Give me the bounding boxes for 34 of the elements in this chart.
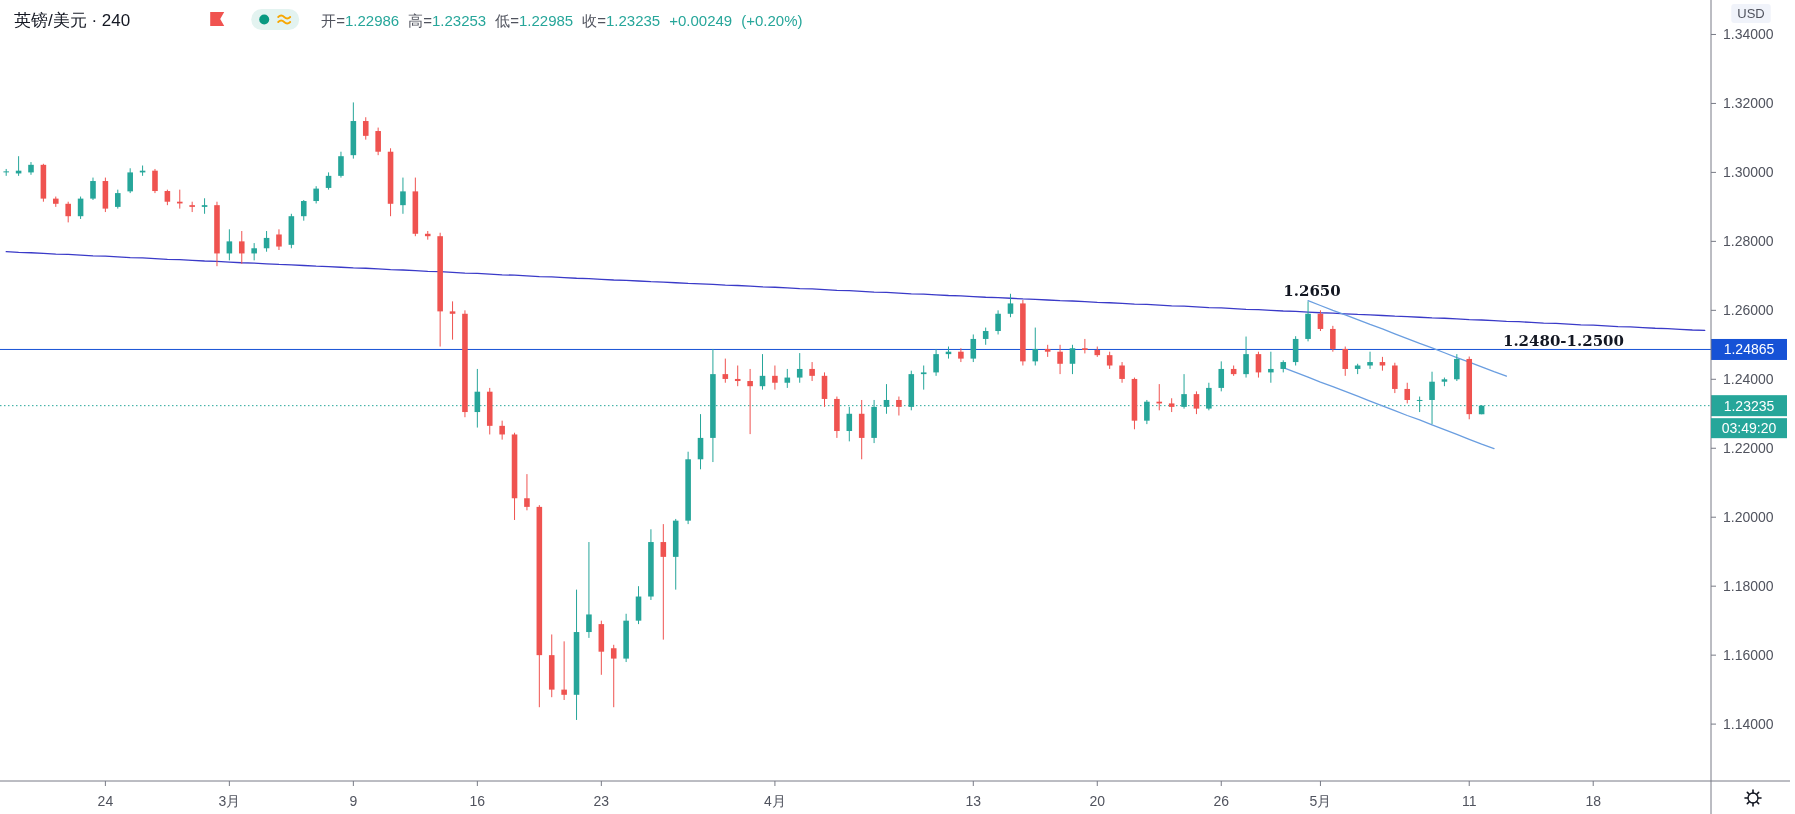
- y-tick-label: 1.28000: [1723, 233, 1774, 250]
- y-tick-label: 1.16000: [1723, 647, 1774, 664]
- x-tick-label: 18: [1585, 793, 1602, 809]
- y-tick-label: 1.14000: [1723, 716, 1774, 733]
- x-tick-label: 24: [97, 793, 114, 809]
- countdown: 03:49:20: [1711, 418, 1787, 439]
- price-label: 1.23235: [1711, 395, 1787, 417]
- x-tick-label: 23: [593, 793, 610, 809]
- x-tick-label: 16: [469, 793, 486, 809]
- text: 开=1.22986 高=1.23253 低=1.22985 收=1.23235 +0.00249 (+0.20%): [321, 12, 803, 29]
- line-series: [5, 251, 1706, 331]
- x-tick-label: 26: [1213, 793, 1230, 809]
- y-tick-label: 1.20000: [1723, 509, 1774, 526]
- y-tick-label: 1.18000: [1723, 578, 1774, 595]
- y-tick-label: 1.32000: [1723, 95, 1774, 112]
- y-tick-label: 1.34000: [1723, 26, 1774, 43]
- x-tick-label: 3月: [218, 793, 241, 809]
- y-tick-label: 1.30000: [1723, 164, 1774, 181]
- ref-line-label: 1.23235: [1723, 397, 1775, 414]
- text: 英镑/美元 · 240: [14, 11, 131, 30]
- ylabel: USD: [1731, 4, 1771, 23]
- y-tick-label: 1.22000: [1723, 440, 1774, 457]
- y-tick-label: 1.24000: [1723, 371, 1774, 388]
- y-axis-title: USD: [1737, 6, 1765, 21]
- y-tick-label: 1.26000: [1723, 302, 1774, 319]
- x-tick-label: 9: [349, 793, 358, 809]
- x-tick-label: 20: [1089, 793, 1106, 809]
- x-tick-label: 11: [1461, 793, 1477, 809]
- x-tick-label: 13: [965, 793, 982, 809]
- ref-line-label: 1.24865: [1723, 341, 1775, 358]
- x-tick-label: 4月: [764, 793, 786, 809]
- annotation: 1.2480-1.2500: [1502, 332, 1624, 351]
- x-tick-label: 5月: [1309, 793, 1332, 809]
- series-label: 1.2650: [1283, 281, 1341, 300]
